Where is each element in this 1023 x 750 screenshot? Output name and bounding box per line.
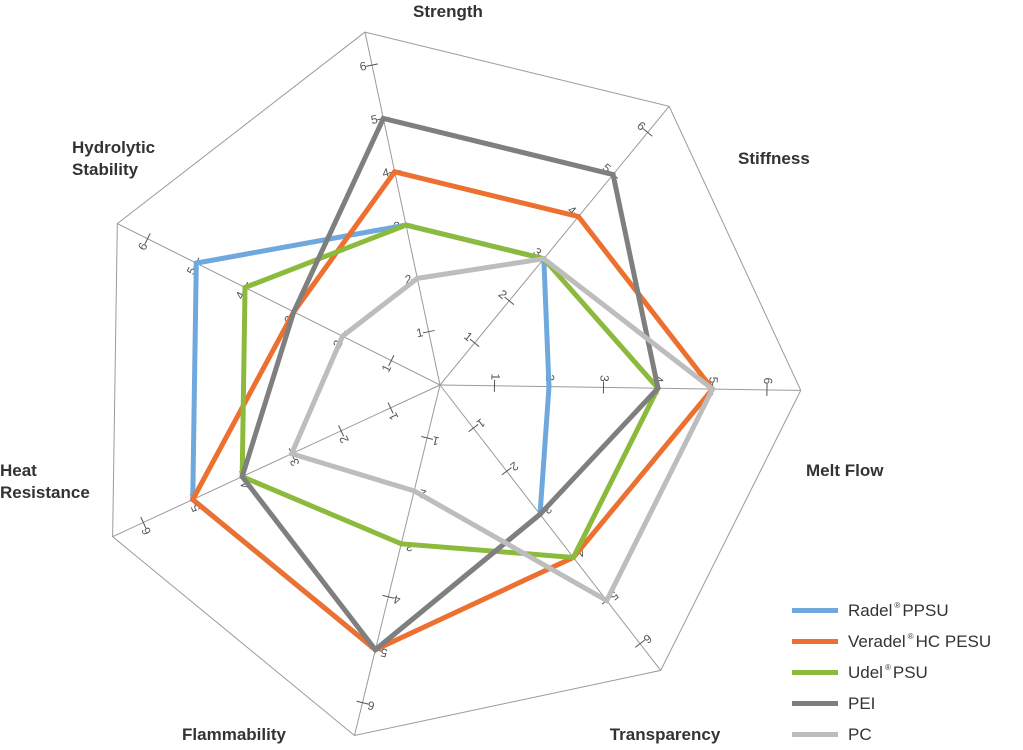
tick-label: 6 [640,631,654,646]
tick-mark [643,129,652,137]
data-point-pei [655,386,660,391]
legend-label-udel: Udel®PSU [848,663,928,683]
legend-swatch-pei [792,701,838,706]
axis-label-transparency: Transparency [610,725,721,744]
axis-label-flammability: Flammability [182,725,286,744]
tick-mark [469,424,478,431]
data-point-pc [604,598,609,603]
tick-mark [635,640,644,647]
legend-swatch-pc [792,732,838,737]
radar-series [190,116,715,652]
tick-label: 1 [474,416,488,431]
tick-mark [141,517,146,528]
legend: Radel®PPSU Veradel®HC PESU Udel®PSU PEI … [792,595,1022,750]
tick-label: 6 [366,698,376,713]
data-point-pc [541,256,546,261]
tick-mark [388,402,393,413]
tick-label: 1 [379,362,395,375]
series-line-pei [242,118,658,649]
tick-mark [339,425,344,436]
legend-label-pc: PC [848,725,872,745]
data-point-radel [194,261,199,266]
tick-label: 6 [761,377,775,384]
data-point-pei [373,647,378,652]
data-point-pc [289,451,294,456]
data-point-pc [340,334,345,339]
data-point-pei [611,172,616,177]
data-point-pc [415,276,420,281]
tick-mark [502,468,511,475]
data-point-pei [291,309,296,314]
legend-item-pc: PC [792,719,1022,750]
legend-swatch-udel [792,670,838,675]
radar-axis-labels: Strength Stiffness Melt Flow Transparency Fl… [0,2,884,744]
data-point-pei [240,474,245,479]
legend-swatch-veradel [792,639,838,644]
tick-mark [470,339,479,347]
legend-label-radel: Radel®PPSU [848,601,949,621]
legend-swatch-radel [792,608,838,613]
tick-mark [145,233,150,244]
data-point-udel [404,223,409,228]
tick-label: 4 [392,592,402,607]
axis-label-strength: Strength [413,2,483,21]
legend-label-veradel: Veradel®HC PESU [848,632,991,652]
data-point-udel [243,285,248,290]
data-point-veradel [190,497,195,502]
tick-label: 1 [488,373,502,380]
data-point-veradel [576,214,581,219]
axis-label-melt-flow: Melt Flow [806,461,884,480]
data-point-pc [412,488,417,493]
tick-label: 3 [597,375,611,382]
tick-label: 2 [336,433,352,445]
data-point-pc [710,387,715,392]
data-point-udel [571,555,576,560]
legend-label-pei: PEI [848,694,875,714]
data-point-radel [546,384,551,389]
tick-label: 2 [507,459,521,474]
data-point-pei [538,512,543,517]
tick-mark [389,355,394,366]
tick-label: 1 [386,410,402,422]
axis-label-stiffness: Stiffness [738,149,810,168]
tick-label: 6 [138,525,154,537]
tick-label: 6 [135,240,151,253]
data-point-udel [399,541,404,546]
legend-item-veradel: Veradel®HC PESU [792,626,1022,657]
legend-item-radel: Radel®PPSU [792,595,1022,626]
tick-mark [505,297,514,305]
data-point-pei [381,116,386,121]
legend-item-pei: PEI [792,688,1022,719]
tick-label: 1 [430,433,440,448]
legend-item-udel: Udel®PSU [792,657,1022,688]
data-point-veradel [392,169,397,174]
